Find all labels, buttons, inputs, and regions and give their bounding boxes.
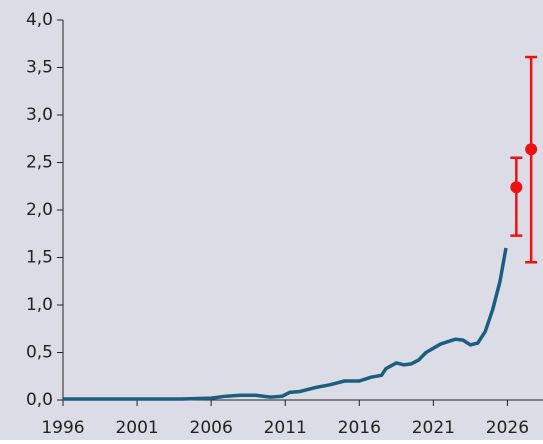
y-tick-label: 0,5 (26, 343, 53, 363)
line (63, 247, 508, 401)
y-tick-label: 1,5 (26, 248, 53, 268)
y-tick-label: 3,0 (26, 105, 53, 125)
y-tick-label: 4,0 (26, 10, 53, 30)
point (510, 181, 523, 194)
y-tick-label: 0,0 (26, 390, 53, 410)
x-tick-label: 2011 (264, 418, 307, 438)
x-tick-label: 2006 (190, 418, 233, 438)
y-tick-label: 2,5 (26, 153, 53, 173)
x-tick-label: 2001 (115, 418, 158, 438)
x-tick-label: 2016 (338, 418, 381, 438)
x-tick-label: 2021 (412, 418, 455, 438)
point (525, 143, 538, 156)
y-tick-label: 1,0 (26, 295, 53, 315)
x-tick-label: 2026 (486, 418, 529, 438)
y-tick-label: 3,5 (26, 58, 53, 78)
x-tick-label: 1996 (41, 418, 84, 438)
y-tick-label: 2,0 (26, 200, 53, 220)
